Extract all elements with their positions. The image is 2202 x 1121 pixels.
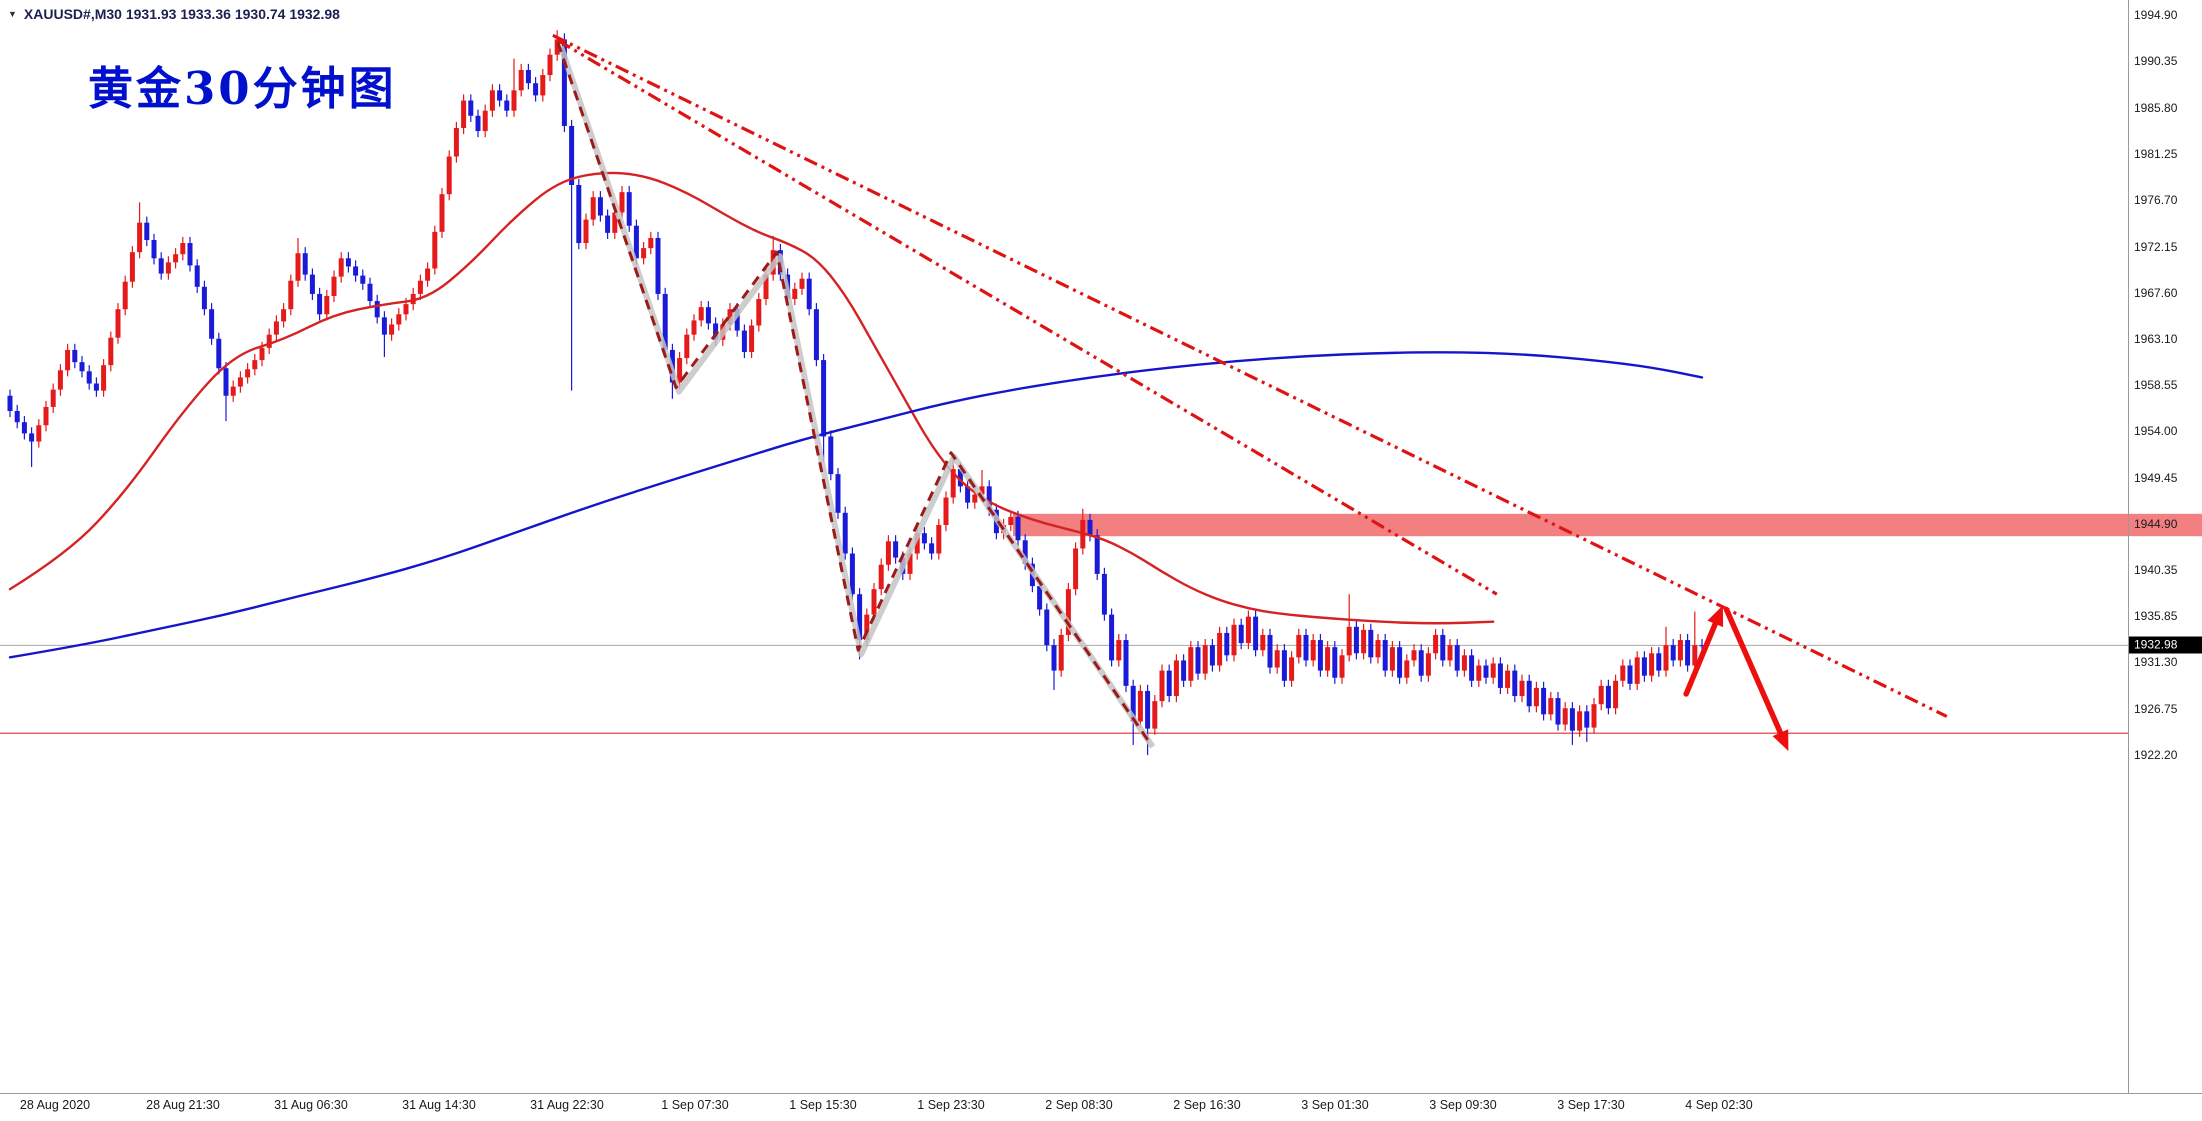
price-axis-label: 1935.85 (2134, 609, 2178, 624)
trendline-1 (552, 33, 1948, 718)
zigzag-line (556, 42, 1151, 744)
price-axis-label: 1963.10 (2134, 331, 2178, 346)
trendline-2 (557, 39, 1498, 596)
time-axis-label: 3 Sep 09:30 (1429, 1098, 1497, 1112)
time-axis-label: 3 Sep 17:30 (1557, 1098, 1625, 1112)
time-axis-label: 2 Sep 16:30 (1173, 1098, 1241, 1112)
time-axis-label: 1 Sep 23:30 (917, 1098, 985, 1112)
time-axis-label: 31 Aug 06:30 (274, 1098, 348, 1112)
price-axis-label: 1994.90 (2134, 8, 2178, 22)
price-axis-label: 1981.25 (2134, 146, 2178, 161)
time-axis-label: 28 Aug 2020 (19, 1098, 91, 1112)
price-axis-label: 1972.15 (2134, 239, 2178, 254)
time-axis-label: 28 Aug 21:30 (146, 1098, 220, 1112)
price-axis-label: 1976.70 (2134, 193, 2178, 208)
price-axis-label: 1949.45 (2134, 470, 2178, 485)
price-axis-label: 1926.75 (2134, 701, 2178, 716)
time-axis-label: 31 Aug 22:30 (530, 1098, 604, 1112)
price-axis-label: 1940.35 (2134, 563, 2178, 578)
time-axis-label: 31 Aug 14:30 (402, 1098, 476, 1112)
current-price-tag: 1932.98 (2129, 636, 2202, 654)
price-axis-label: 1931.30 (2134, 655, 2178, 670)
price-axis-label: 1967.60 (2134, 285, 2178, 300)
price-axis-label: 1922.20 (2134, 748, 2178, 763)
time-axis-label: 3 Sep 01:30 (1301, 1098, 1369, 1112)
axis-separator-vertical (2128, 0, 2129, 1093)
chart-title-annotation: 黄金30分钟图 (88, 62, 397, 115)
time-axis-label: 4 Sep 02:30 (1685, 1098, 1753, 1112)
chart-header: ▼ XAUUSD#,M30 1931.93 1933.36 1930.74 19… (8, 6, 340, 22)
time-axis-label: 2 Sep 08:30 (1045, 1098, 1113, 1112)
candles-layer (7, 30, 1705, 756)
price-axis-label: 1990.35 (2134, 54, 2178, 69)
symbol-ohlc-text: XAUUSD#,M30 1931.93 1933.36 1930.74 1932… (23, 6, 340, 22)
price-axis-label: 1985.80 (2134, 100, 2178, 115)
projection-arrow-down (1723, 606, 1789, 752)
price-axis-label: 1954.00 (2134, 424, 2178, 439)
axis-separator-horizontal (0, 1093, 2202, 1094)
price-axis-label: 1958.55 (2134, 378, 2178, 393)
price-axis-label: 1944.90 (2134, 517, 2178, 531)
time-axis-label: 1 Sep 15:30 (789, 1098, 857, 1112)
time-axis-label: 1 Sep 07:30 (661, 1098, 729, 1112)
zigzag-shadow (558, 45, 1156, 749)
symbol-dropdown-icon[interactable]: ▼ (8, 9, 17, 19)
ma-slow-line (8, 351, 1704, 659)
resistance-band (1012, 513, 2202, 537)
ma-fast-line (8, 171, 1495, 625)
projection-arrow-up (1683, 605, 1724, 697)
